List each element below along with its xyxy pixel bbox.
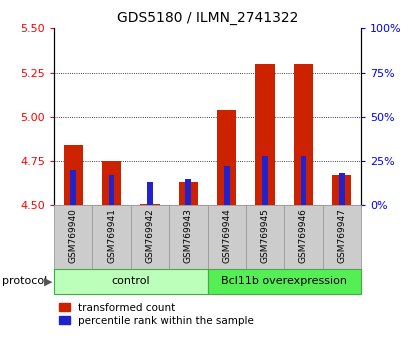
- Bar: [217, 110, 236, 205]
- Bar: [186, 179, 191, 205]
- Bar: [284, 205, 323, 269]
- Bar: [208, 205, 246, 269]
- Bar: [339, 173, 345, 205]
- Bar: [54, 205, 92, 269]
- Bar: [300, 156, 306, 205]
- Bar: [332, 175, 352, 205]
- Bar: [109, 175, 115, 205]
- Bar: [147, 182, 153, 205]
- Bar: [179, 182, 198, 205]
- Text: GSM769946: GSM769946: [299, 209, 308, 263]
- Text: GSM769941: GSM769941: [107, 209, 116, 263]
- Bar: [169, 205, 208, 269]
- Bar: [140, 204, 159, 205]
- Text: GSM769945: GSM769945: [261, 209, 270, 263]
- Bar: [63, 145, 83, 205]
- Text: ▶: ▶: [44, 276, 52, 286]
- Bar: [323, 205, 361, 269]
- Text: GSM769942: GSM769942: [145, 209, 154, 263]
- Text: Bcl11b overexpression: Bcl11b overexpression: [221, 276, 347, 286]
- Legend: transformed count, percentile rank within the sample: transformed count, percentile rank withi…: [59, 303, 254, 326]
- Bar: [256, 64, 275, 205]
- Text: protocol: protocol: [2, 276, 47, 286]
- Bar: [70, 170, 76, 205]
- Title: GDS5180 / ILMN_2741322: GDS5180 / ILMN_2741322: [117, 11, 298, 24]
- Text: GSM769940: GSM769940: [68, 209, 78, 263]
- Bar: [262, 156, 268, 205]
- Bar: [131, 205, 169, 269]
- Text: GSM769943: GSM769943: [184, 209, 193, 263]
- Bar: [93, 205, 131, 269]
- Bar: [294, 64, 313, 205]
- Bar: [102, 161, 121, 205]
- Bar: [208, 269, 361, 294]
- Bar: [224, 166, 229, 205]
- Bar: [246, 205, 284, 269]
- Text: GSM769947: GSM769947: [337, 209, 347, 263]
- Bar: [54, 269, 208, 294]
- Text: GSM769944: GSM769944: [222, 209, 231, 263]
- Text: control: control: [111, 276, 150, 286]
